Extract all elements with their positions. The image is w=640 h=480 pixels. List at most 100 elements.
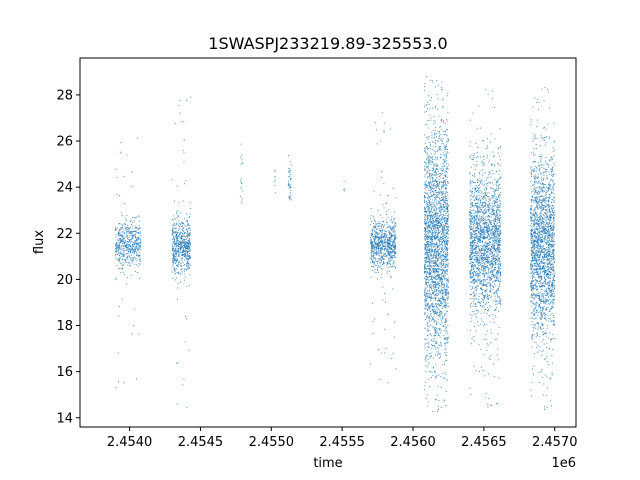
data-point — [445, 200, 447, 202]
data-point — [476, 251, 478, 253]
data-point — [433, 163, 435, 165]
data-point — [435, 399, 437, 401]
data-point — [445, 328, 447, 330]
data-point — [387, 249, 388, 251]
data-point — [427, 108, 429, 110]
data-point — [393, 240, 395, 242]
data-point — [480, 236, 482, 238]
data-point — [446, 284, 448, 286]
data-point — [132, 246, 134, 248]
data-point — [433, 150, 435, 152]
data-point — [438, 264, 440, 266]
data-point — [432, 211, 434, 213]
data-point — [470, 248, 472, 250]
data-point — [437, 331, 439, 333]
data-point — [439, 191, 441, 193]
data-point — [183, 240, 185, 242]
data-point — [119, 237, 121, 239]
data-point — [183, 152, 185, 154]
data-point — [372, 251, 374, 253]
data-point — [496, 258, 498, 260]
data-point — [431, 212, 433, 214]
data-point — [438, 274, 440, 276]
data-point — [375, 271, 377, 273]
data-point — [137, 240, 139, 242]
data-point — [431, 194, 433, 196]
data-point — [393, 226, 395, 228]
data-point — [433, 254, 435, 256]
data-point — [185, 243, 187, 245]
data-point — [138, 245, 140, 247]
data-point — [476, 206, 478, 208]
data-point — [428, 317, 430, 319]
data-point — [492, 227, 494, 229]
data-point — [188, 267, 190, 269]
data-point — [426, 295, 428, 297]
data-point — [432, 239, 434, 241]
data-point — [430, 229, 432, 231]
data-point — [442, 292, 444, 294]
data-point — [435, 332, 437, 334]
data-point — [383, 122, 385, 124]
data-point — [435, 156, 437, 158]
data-point — [426, 167, 428, 169]
data-point — [173, 250, 175, 252]
data-point — [432, 310, 434, 312]
data-point — [494, 196, 496, 198]
data-point — [437, 294, 439, 296]
data-point — [438, 353, 440, 355]
data-point — [188, 247, 190, 249]
data-point — [186, 262, 188, 264]
data-point — [478, 248, 480, 249]
data-point — [189, 201, 191, 203]
data-point — [488, 174, 490, 176]
data-point — [384, 263, 386, 265]
data-point — [481, 260, 483, 262]
data-point — [439, 238, 441, 240]
data-point — [492, 246, 494, 248]
data-point — [118, 244, 120, 246]
data-point — [428, 159, 430, 161]
data-point — [469, 219, 471, 221]
data-point — [495, 267, 497, 268]
data-point — [373, 217, 375, 219]
data-point — [443, 256, 445, 258]
data-point — [172, 277, 174, 279]
data-point — [436, 223, 438, 225]
data-point — [127, 250, 129, 252]
data-point — [391, 234, 393, 236]
data-point — [381, 247, 383, 249]
data-point — [440, 302, 442, 304]
data-point — [378, 258, 380, 260]
data-point — [476, 187, 478, 189]
data-point — [425, 259, 427, 261]
data-point — [428, 148, 430, 150]
data-point — [384, 328, 386, 330]
data-point — [394, 246, 396, 248]
data-point — [429, 297, 431, 299]
data-point — [436, 282, 438, 284]
data-point — [444, 279, 446, 281]
data-point — [431, 227, 433, 229]
data-point — [441, 248, 443, 250]
data-point — [486, 298, 488, 300]
data-point — [185, 247, 187, 249]
data-point — [433, 213, 435, 215]
data-point — [175, 277, 177, 279]
data-point — [427, 216, 429, 218]
data-point — [393, 255, 395, 257]
data-point — [437, 181, 439, 183]
data-point — [446, 278, 448, 280]
data-point — [189, 254, 191, 256]
data-point — [477, 263, 479, 265]
data-point — [378, 265, 380, 267]
data-point — [432, 232, 434, 234]
data-point — [434, 187, 436, 189]
data-point — [437, 230, 439, 232]
data-point — [439, 292, 441, 294]
data-point — [492, 205, 494, 207]
data-point — [431, 239, 433, 241]
data-point — [445, 170, 447, 172]
data-point — [424, 248, 426, 250]
data-point — [479, 221, 481, 223]
